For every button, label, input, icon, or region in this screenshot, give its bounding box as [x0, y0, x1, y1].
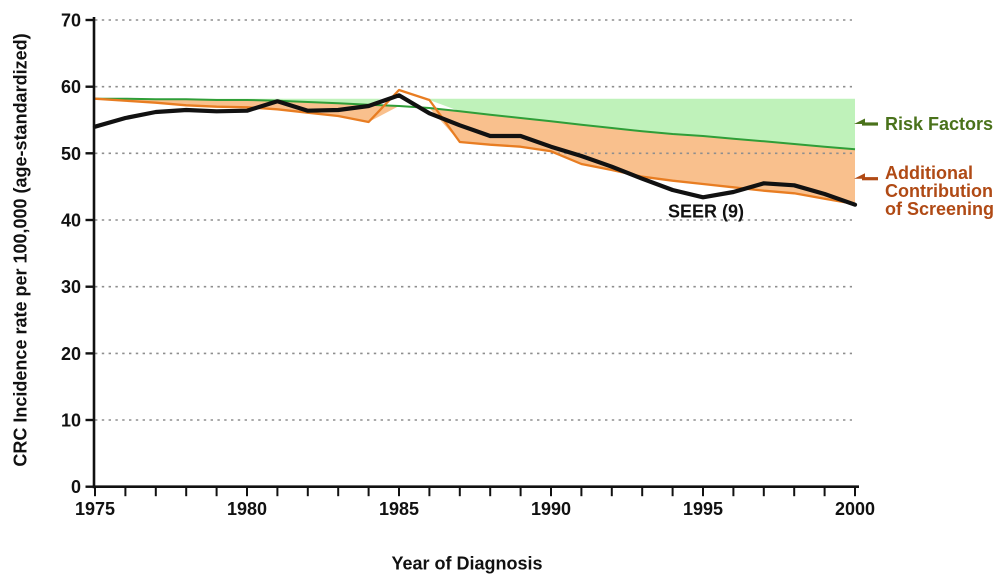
y-tick-label-40: 40	[61, 211, 81, 231]
x-tick-label-2000: 2000	[835, 499, 875, 519]
screening-arrow-icon	[854, 173, 865, 179]
screening-label-line3: of Screening	[885, 198, 995, 219]
risk-factors-label-text: Risk Factors	[885, 114, 994, 134]
screening-label-line2: Contribution	[885, 180, 993, 201]
seer-observed-line	[92, 93, 858, 207]
seer-series-label: SEER (9)	[668, 201, 745, 222]
screening-line	[94, 88, 856, 206]
x-tick-label-1985: 1985	[379, 499, 419, 519]
x-axis-title: Year of Diagnosis	[391, 553, 543, 574]
screening-band	[95, 98, 855, 204]
y-tick-label-50: 50	[61, 144, 81, 164]
x-tick-label-1975: 1975	[75, 499, 115, 519]
y-tick-label-30: 30	[61, 277, 81, 297]
y-tick-label-70: 70	[61, 11, 81, 31]
risk-factors-arrow-icon	[854, 118, 865, 125]
screening-label-line1: Additional	[885, 162, 973, 183]
risk-factors-band	[95, 98, 855, 150]
x-tick-label-1995: 1995	[683, 499, 723, 519]
risk-factors-line	[95, 97, 856, 151]
risk-factors-label: Risk Factors	[885, 115, 993, 133]
y-tick-label-20: 20	[61, 344, 81, 364]
y-tick-label-60: 60	[61, 77, 81, 97]
y-tick-label-0: 0	[71, 477, 81, 497]
x-tick-label-1990: 1990	[531, 499, 571, 519]
y-axis-title: CRC Incidence rate per 100,000 (age-stan…	[10, 33, 31, 467]
x-tick-label-1980: 1980	[227, 499, 267, 519]
y-tick-label-10: 10	[61, 411, 81, 431]
screening-label: Additional Contribution of Screening	[885, 164, 994, 218]
